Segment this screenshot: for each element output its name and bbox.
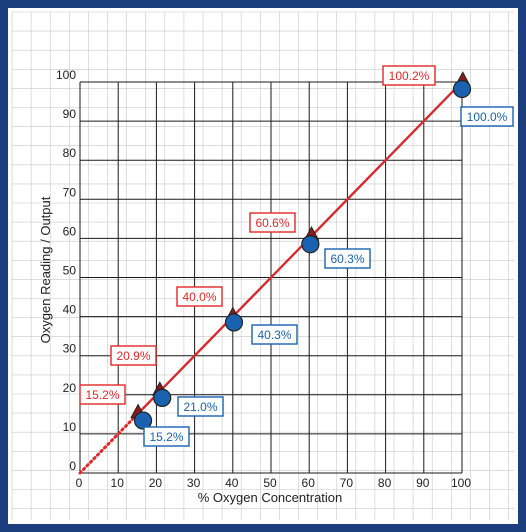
y-tick-label: 30: [63, 342, 77, 356]
circle-marker: [224, 313, 244, 332]
y-tick-label: 90: [63, 107, 77, 121]
blue-data-label: 40.3%: [257, 328, 291, 342]
tick-labels: 0 10 20 30 40 50 60 70 80 90 100 0 10 20 30 40 50 60 70 80 9…: [56, 68, 471, 490]
x-tick-label: 90: [416, 476, 430, 490]
red-data-label-box: [79, 384, 126, 405]
blue-data-label-box: [251, 324, 298, 345]
red-data-label: 15.2%: [85, 388, 119, 402]
y-tick-label: 40: [63, 303, 77, 317]
x-tick-label: 100: [451, 476, 471, 490]
x-tick-label: 10: [111, 476, 125, 490]
blue-data-label-box: [143, 426, 190, 447]
blue-data-label: 100.0%: [467, 110, 508, 124]
x-tick-label: 0: [76, 476, 83, 490]
y-tick-label: 20: [63, 381, 77, 395]
red-data-label-box: [249, 212, 296, 233]
x-tick-label: 50: [263, 476, 277, 490]
circle-marker: [153, 388, 172, 407]
blue-data-label: 21.0%: [183, 400, 217, 414]
y-tick-label: 50: [63, 264, 77, 278]
data-markers: [130, 71, 472, 430]
circle-marker: [452, 79, 472, 99]
blue-data-label: 60.3%: [330, 252, 364, 266]
x-tick-label: 20: [149, 476, 163, 490]
red-data-label-box: [176, 286, 223, 307]
circle-marker: [133, 411, 153, 430]
reading-trendline-red: [137, 80, 464, 415]
x-tick-label: 30: [187, 476, 201, 490]
red-data-label: 40.0%: [182, 290, 216, 304]
red-data-label-box: [110, 345, 157, 366]
y-tick-label: 100: [56, 68, 76, 82]
x-tick-label: 70: [340, 476, 354, 490]
x-tick-label: 40: [225, 476, 239, 490]
x-axis-label: % Oxygen Concentration: [198, 490, 343, 505]
blue-data-label: 15.2%: [149, 430, 183, 444]
circle-marker: [301, 235, 320, 254]
y-tick-label: 0: [69, 459, 76, 473]
red-data-label: 100.2%: [389, 69, 430, 83]
red-data-label: 60.6%: [255, 216, 289, 230]
x-tick-label: 60: [302, 476, 316, 490]
blue-data-label-box: [324, 248, 371, 269]
red-data-label-box: [382, 65, 436, 86]
x-tick-label: 80: [378, 476, 392, 490]
minor-grid: [11, 11, 514, 520]
red-data-label: 20.9%: [116, 349, 150, 363]
trend-lines: [78, 80, 464, 475]
y-tick-label: 60: [63, 224, 77, 238]
blue-data-label-box: [177, 396, 224, 417]
extrapolation-line: [78, 412, 140, 475]
y-tick-label: 70: [63, 185, 77, 199]
blue-data-label-box: [460, 106, 514, 127]
y-tick-label: 10: [63, 420, 77, 434]
data-labels: 15.2% 20.9% 40.0% 60.6% 100.2% 15.2% 21.0% 40.3…: [79, 65, 514, 447]
y-axis-label: Oxygen Reading / Output: [38, 196, 53, 343]
y-tick-label: 80: [63, 146, 77, 160]
